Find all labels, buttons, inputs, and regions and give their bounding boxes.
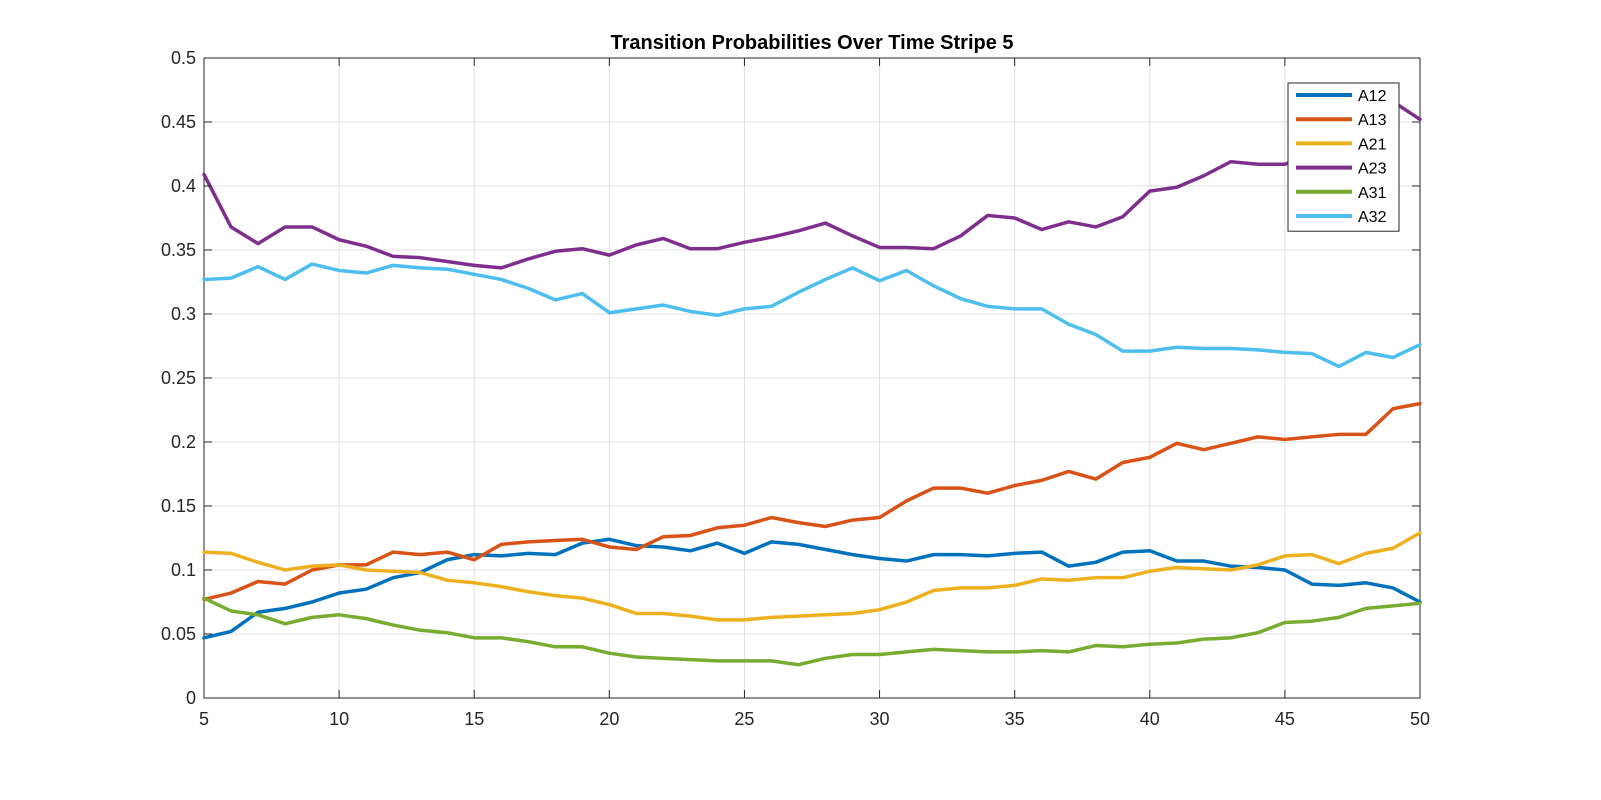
legend-label-a21: A21 bbox=[1358, 136, 1387, 153]
axes: 5 10 15 20 25 30 35 40 45 50 0 0.05 0.1 0.15 0.2 0.25 0.… bbox=[161, 48, 1430, 729]
legend-label-a13: A13 bbox=[1358, 112, 1387, 129]
y-tick-label: 0.05 bbox=[161, 624, 196, 644]
y-tick-label: 0.45 bbox=[161, 112, 196, 132]
series-line-a13 bbox=[202, 401, 1422, 602]
y-tick-label: 0.15 bbox=[161, 496, 196, 516]
x-tick-label: 15 bbox=[464, 709, 484, 729]
chart-title: Transition Probabilities Over Time Strip… bbox=[610, 32, 1013, 54]
grid bbox=[203, 57, 1421, 699]
y-tick-label: 0.3 bbox=[171, 304, 196, 324]
x-tick-label: 20 bbox=[599, 709, 619, 729]
y-tick-label: 0.35 bbox=[161, 240, 196, 260]
legend: A12 A13 A21 A23 A31 A32 bbox=[1287, 82, 1400, 232]
x-tick-label: 35 bbox=[1005, 709, 1025, 729]
series-line-a23 bbox=[202, 99, 1422, 270]
x-tick-label: 25 bbox=[734, 709, 754, 729]
series-group bbox=[202, 99, 1422, 667]
x-tick-label: 5 bbox=[199, 709, 209, 729]
y-tick-label: 0.5 bbox=[171, 48, 196, 68]
legend-label-a32: A32 bbox=[1358, 209, 1387, 226]
legend-label-a12: A12 bbox=[1358, 88, 1387, 105]
series-line-a21 bbox=[202, 531, 1422, 622]
y-tick-label: 0.25 bbox=[161, 368, 196, 388]
series-line-a12 bbox=[202, 537, 1422, 640]
series-line-a32 bbox=[202, 262, 1422, 369]
legend-label-a23: A23 bbox=[1358, 161, 1387, 178]
legend-box bbox=[1287, 82, 1400, 232]
y-tick-label: 0.2 bbox=[171, 432, 196, 452]
legend-label-a31: A31 bbox=[1358, 185, 1387, 202]
x-tick-label: 45 bbox=[1275, 709, 1295, 729]
y-tick-label: 0.4 bbox=[171, 176, 196, 196]
x-tick-label: 40 bbox=[1140, 709, 1160, 729]
x-tick-label: 50 bbox=[1410, 709, 1430, 729]
series-line-a31 bbox=[202, 596, 1422, 667]
y-tick-label: 0 bbox=[186, 688, 196, 708]
y-tick-label: 0.1 bbox=[171, 560, 196, 580]
x-tick-label: 30 bbox=[870, 709, 890, 729]
x-tick-label: 10 bbox=[329, 709, 349, 729]
